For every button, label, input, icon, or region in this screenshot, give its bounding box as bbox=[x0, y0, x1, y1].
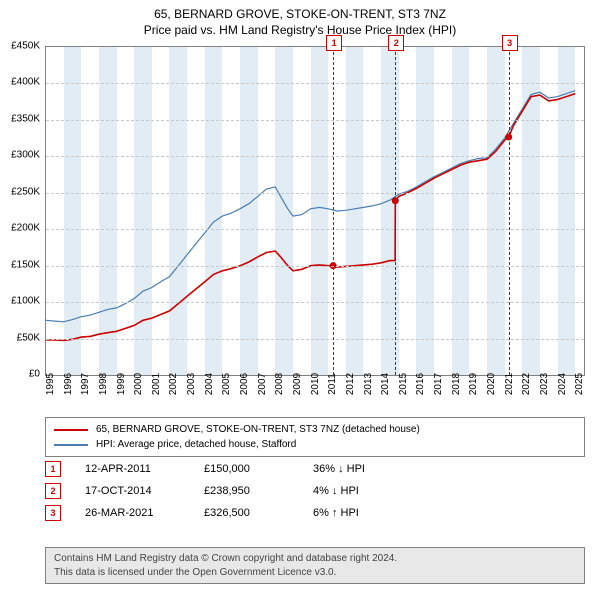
footer-attribution: Contains HM Land Registry data © Crown c… bbox=[45, 547, 585, 584]
sale-row-badge: 1 bbox=[45, 461, 61, 477]
y-tick-label: £400K bbox=[2, 77, 40, 88]
sale-row-badge: 3 bbox=[45, 505, 61, 521]
y-gridline bbox=[46, 302, 584, 303]
y-tick-label: £250K bbox=[2, 186, 40, 197]
y-gridline bbox=[46, 156, 584, 157]
footer-line-1: Contains HM Land Registry data © Crown c… bbox=[54, 552, 576, 566]
y-gridline bbox=[46, 83, 584, 84]
sale-row: 1 12-APR-2011 £150,000 36% ↓ HPI bbox=[45, 458, 585, 480]
sale-marker-badge: 3 bbox=[502, 35, 518, 51]
sale-row-pct: 6% ↑ HPI bbox=[313, 502, 359, 524]
sale-row-price: £326,500 bbox=[204, 502, 289, 524]
sale-marker-line bbox=[333, 47, 334, 375]
chart-plot-area: 123 bbox=[45, 46, 585, 376]
x-axis-labels: 1995199619971998199920002001200220032004… bbox=[45, 380, 585, 420]
y-tick-label: £50K bbox=[2, 332, 40, 343]
series-line bbox=[46, 91, 575, 322]
chart-title-1: 65, BERNARD GROVE, STOKE-ON-TRENT, ST3 7… bbox=[0, 6, 600, 22]
y-gridline bbox=[46, 120, 584, 121]
y-tick-label: £450K bbox=[2, 41, 40, 52]
sale-row: 2 17-OCT-2014 £238,950 4% ↓ HPI bbox=[45, 480, 585, 502]
footer-line-2: This data is licensed under the Open Gov… bbox=[54, 566, 576, 580]
y-tick-label: £100K bbox=[2, 296, 40, 307]
legend-swatch bbox=[54, 444, 88, 446]
legend-row: 65, BERNARD GROVE, STOKE-ON-TRENT, ST3 7… bbox=[54, 422, 576, 437]
legend-label: 65, BERNARD GROVE, STOKE-ON-TRENT, ST3 7… bbox=[96, 422, 420, 437]
y-tick-label: £200K bbox=[2, 223, 40, 234]
sale-marker-line bbox=[395, 47, 396, 375]
sale-marker-badge: 2 bbox=[388, 35, 404, 51]
y-gridline bbox=[46, 339, 584, 340]
sale-row-date: 26-MAR-2021 bbox=[85, 502, 180, 524]
chart-lines-svg bbox=[46, 47, 584, 375]
sale-row-price: £238,950 bbox=[204, 480, 289, 502]
sale-row-price: £150,000 bbox=[204, 458, 289, 480]
sale-row-badge: 2 bbox=[45, 483, 61, 499]
y-tick-label: £0 bbox=[2, 369, 40, 380]
legend-row: HPI: Average price, detached house, Staf… bbox=[54, 437, 576, 452]
y-tick-label: £300K bbox=[2, 150, 40, 161]
sale-row: 3 26-MAR-2021 £326,500 6% ↑ HPI bbox=[45, 502, 585, 524]
y-tick-label: £350K bbox=[2, 113, 40, 124]
x-tick-label: 2025 bbox=[574, 369, 600, 399]
y-gridline bbox=[46, 229, 584, 230]
legend-label: HPI: Average price, detached house, Staf… bbox=[96, 437, 296, 452]
sale-row-pct: 36% ↓ HPI bbox=[313, 458, 365, 480]
legend-swatch bbox=[54, 429, 88, 431]
y-gridline bbox=[46, 193, 584, 194]
y-tick-label: £150K bbox=[2, 259, 40, 270]
sale-row-pct: 4% ↓ HPI bbox=[313, 480, 359, 502]
y-gridline bbox=[46, 266, 584, 267]
legend-box: 65, BERNARD GROVE, STOKE-ON-TRENT, ST3 7… bbox=[45, 417, 585, 457]
sale-marker-line bbox=[509, 47, 510, 375]
sale-row-date: 17-OCT-2014 bbox=[85, 480, 180, 502]
sales-table: 1 12-APR-2011 £150,000 36% ↓ HPI 2 17-OCT-201… bbox=[45, 458, 585, 524]
sale-row-date: 12-APR-2011 bbox=[85, 458, 180, 480]
sale-marker-badge: 1 bbox=[326, 35, 342, 51]
